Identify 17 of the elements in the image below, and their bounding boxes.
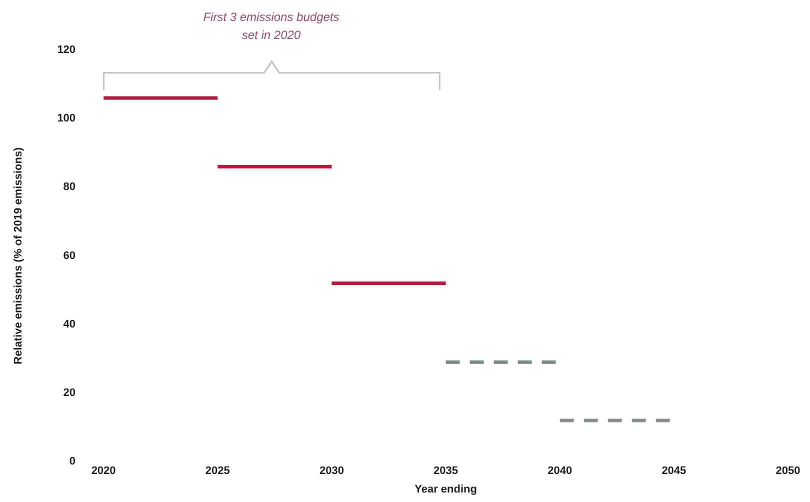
x-tick-label: 2035	[434, 465, 458, 478]
x-axis-title: Year ending	[414, 483, 477, 496]
y-tick-label: 20	[63, 387, 76, 400]
y-tick-label: 60	[63, 250, 76, 262]
y-tick-label: 40	[63, 318, 76, 330]
x-tick-label: 2020	[91, 465, 116, 478]
x-tick-label: 2045	[662, 465, 686, 478]
y-tick-label: 120	[57, 44, 76, 56]
x-tick-label: 2025	[205, 465, 230, 478]
x-tick-label: 2050	[776, 465, 800, 478]
y-tick-label: 0	[69, 456, 76, 468]
y-tick-label: 100	[57, 112, 76, 125]
x-tick-label: 2040	[548, 465, 572, 478]
x-tick-label: 2030	[319, 465, 344, 478]
y-axis-title: Relative emissions (% of 2019 emissions)	[12, 146, 25, 364]
y-tick-label: 80	[63, 181, 76, 194]
text: First 3 emissions budgets set in 2020	[202, 9, 340, 44]
